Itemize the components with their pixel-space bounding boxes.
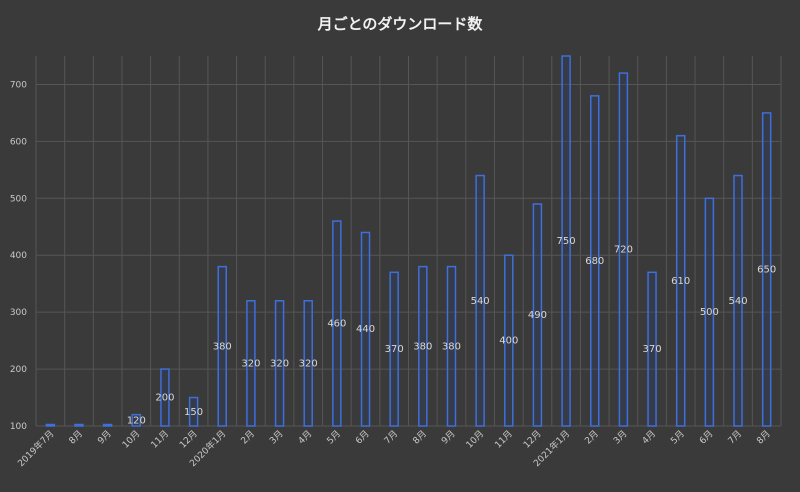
x-tick-label: 8月 [411,428,429,446]
data-label: 500 [700,307,719,318]
bar [274,300,285,427]
data-label: 610 [671,276,690,287]
x-tick-label: 12月 [521,428,543,450]
bar [360,231,371,427]
x-tick-label: 2月 [583,428,601,446]
bar [475,174,485,427]
x-tick-label: 11月 [149,428,171,450]
x-tick-label: 2019年7月 [15,428,56,469]
x-tick-label: 10月 [120,428,142,450]
bar [188,396,199,427]
y-axis-ticks: 100 200 300 400 500 600 700 [10,80,27,432]
x-tick-label: 11月 [493,428,515,450]
bar [733,174,743,427]
bar [504,254,514,427]
x-tick-label: 9月 [96,428,114,446]
data-label: 440 [356,324,375,335]
data-label: 720 [614,245,633,256]
data-label: 540 [728,296,747,307]
bar [704,197,715,427]
y-tick-label: 200 [10,365,27,375]
bar [618,72,629,427]
data-label: 650 [757,264,776,275]
bar [217,265,227,427]
data-label: 200 [155,393,174,404]
x-tick-label: 9月 [439,428,457,446]
x-tick-label: 7月 [726,428,744,446]
bar [45,423,56,427]
bar [74,423,84,427]
y-tick-label: 700 [10,80,27,90]
data-label: 320 [270,358,289,369]
bar [160,368,170,427]
x-tick-label: 8月 [67,428,85,446]
x-tick-label: 12月 [177,428,199,450]
x-tick-label: 10月 [464,428,486,450]
bar [332,220,342,427]
bar [532,203,543,427]
data-label: 490 [528,310,547,321]
grid-layer [35,56,782,427]
bar [647,271,657,427]
data-label: 460 [327,319,346,330]
y-tick-label: 600 [10,137,27,147]
x-tick-label: 8月 [755,428,773,446]
bar [389,271,399,427]
data-label: 380 [213,341,232,352]
bar [761,112,772,427]
bar [590,95,600,427]
data-label: 680 [585,256,604,267]
data-label: 320 [241,358,260,369]
bar [246,300,256,427]
x-tick-label: 2月 [239,428,257,446]
y-tick-label: 300 [10,308,27,318]
x-tick-label: 6月 [697,428,715,446]
chart-title: 月ごとのダウンロード数 [317,15,484,33]
data-label: 380 [413,341,432,352]
x-tick-label: 3月 [611,428,629,446]
y-tick-label: 500 [10,194,27,204]
x-tick-label: 5月 [669,428,687,446]
x-tick-label: 6月 [353,428,371,446]
data-label: 540 [471,296,490,307]
data-label: 320 [299,358,318,369]
bar [561,55,571,427]
y-tick-label: 400 [10,251,27,261]
bar-series [45,55,772,427]
x-tick-label: 3月 [267,428,285,446]
bar [675,134,686,427]
data-label: 120 [127,415,146,426]
x-tick-label: 4月 [296,428,314,446]
bar [446,265,457,427]
y-tick-label: 100 [10,422,27,432]
data-label: 750 [557,236,576,247]
data-label: 370 [385,344,404,355]
x-tick-label: 7月 [382,428,400,446]
data-label: 150 [184,407,203,418]
x-tick-label: 4月 [640,428,658,446]
data-label: 400 [499,336,518,347]
bar [131,413,142,427]
x-tick-label: 5月 [325,428,343,446]
data-labels: 120 200 150 380 320 320 320 460 440 370 380 380 540 4… [127,236,776,426]
data-label: 370 [643,344,662,355]
bar [303,300,313,427]
bar [102,423,113,427]
data-label: 380 [442,341,461,352]
bar [418,265,428,427]
